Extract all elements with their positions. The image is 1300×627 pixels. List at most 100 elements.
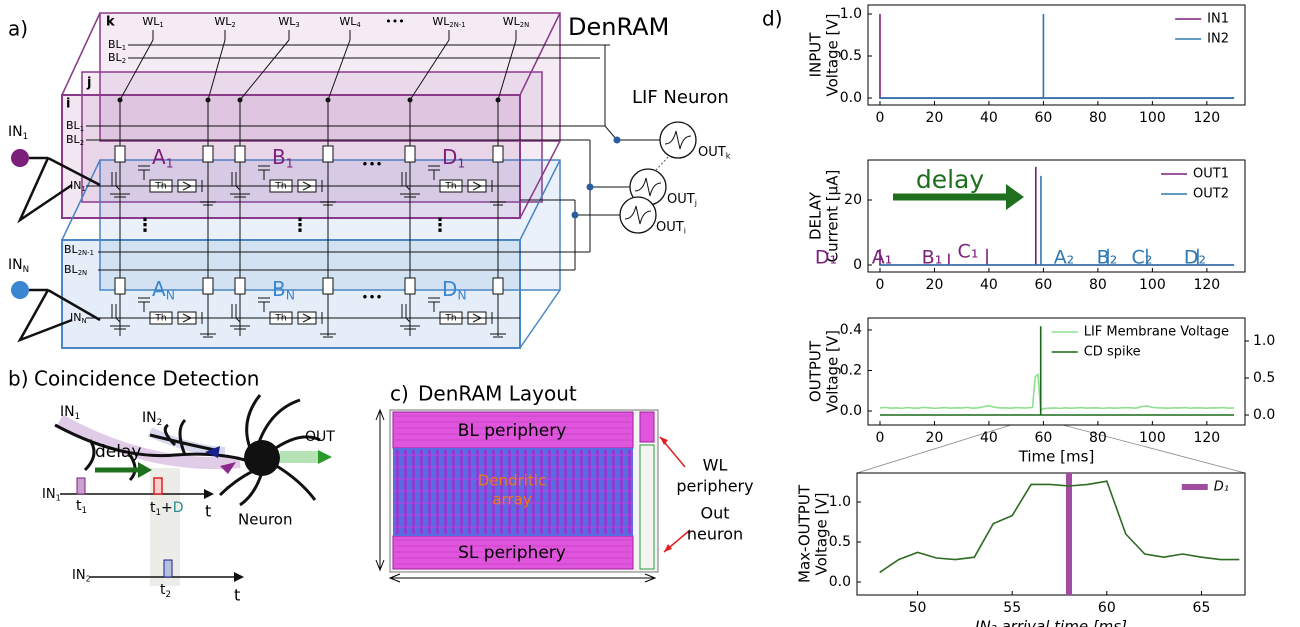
label-main: WL: [432, 15, 450, 28]
shape: [202, 145, 214, 163]
input-label: IN1: [60, 404, 80, 421]
label-sub: N: [457, 287, 466, 302]
shape: [613, 136, 621, 144]
layer-label: k: [106, 15, 115, 30]
bit-line-label: BL1: [108, 38, 126, 52]
x-axis-label: Time [ms]: [1018, 448, 1095, 466]
label-main: IN: [72, 568, 86, 583]
y-axis-label: Voltage [V]: [813, 493, 831, 576]
label-main: WL: [503, 15, 521, 28]
label-main: A: [152, 277, 166, 301]
point-label: D₁: [815, 247, 837, 269]
shape: [230, 162, 250, 198]
shape: [476, 450, 479, 534]
x-tick-label: 60: [1035, 110, 1053, 126]
label-main: OUT: [698, 145, 726, 160]
point-label: C₁: [958, 241, 979, 263]
cell-label: BN: [272, 277, 295, 303]
shape: [484, 450, 487, 534]
label-sub: 2N-1: [449, 21, 465, 29]
shape: [404, 145, 416, 163]
x-tick-label: 20: [926, 110, 944, 126]
x-tick-label: 20: [926, 277, 944, 293]
layer-label: j: [86, 76, 91, 91]
label-main: IN: [60, 404, 75, 420]
shape: [468, 450, 471, 534]
x-tick-label: 100: [1139, 277, 1166, 293]
label-sub: k: [726, 151, 731, 160]
legend-label: IN1: [1207, 12, 1229, 27]
shape: [571, 211, 579, 219]
shape: [492, 145, 504, 163]
axis-label: t: [205, 502, 211, 521]
label-sub: 1: [286, 155, 294, 170]
shape: [634, 177, 662, 197]
shape: [492, 277, 504, 295]
shape: [17, 156, 101, 224]
x-tick-label: 80: [1089, 277, 1107, 293]
input-label: INN: [8, 257, 29, 274]
label-sub: 2: [80, 139, 84, 147]
label-sub: N: [81, 317, 86, 325]
shape: [138, 462, 152, 478]
word-line-label: WL1: [142, 15, 163, 29]
shape: [110, 294, 130, 330]
shape: [586, 183, 594, 191]
shape: [17, 288, 101, 343]
label-sub: 1: [81, 185, 85, 193]
label-sub: 1: [457, 155, 465, 170]
label-sub: 3: [295, 21, 299, 29]
legend-label: CD spike: [1084, 345, 1141, 360]
label-main: WL: [339, 15, 357, 28]
series-line: [879, 175, 1235, 266]
shape: [564, 450, 567, 534]
label-main: WL: [278, 15, 296, 28]
label-sub: 2: [231, 21, 235, 29]
x-tick-label: 60: [1035, 430, 1053, 446]
label-main: B: [272, 277, 286, 301]
series-line: [879, 480, 1240, 574]
point-label: A₁: [872, 247, 893, 269]
shape: [495, 97, 501, 103]
label-main: BL: [66, 133, 81, 146]
label-sub: 2: [166, 589, 172, 599]
plot-frame: [867, 159, 1246, 273]
ellipsis: ⋮: [431, 215, 449, 236]
label-main: IN: [8, 257, 23, 273]
shape: [207, 39, 226, 101]
label-main: BL: [64, 243, 79, 256]
y-axis-label: DELAY: [807, 191, 825, 240]
shape: [138, 297, 150, 312]
panel-title: DenRAM Layout: [418, 382, 577, 406]
ellipsis: •••: [361, 158, 382, 172]
shape: [110, 162, 130, 198]
shape: [153, 477, 163, 495]
x-tick-label: 40: [980, 277, 998, 293]
x-tick-label: 100: [1139, 430, 1166, 446]
x-tick-label: 20: [926, 430, 944, 446]
bit-line-label: BL2N: [64, 263, 87, 277]
y-axis-label: Current [μA]: [824, 170, 842, 263]
shape: [396, 450, 399, 534]
label-main: t: [150, 500, 156, 516]
axis-label: t: [234, 586, 240, 605]
shape: [412, 450, 415, 534]
label-sub: 2N: [520, 21, 529, 29]
series-line: [879, 326, 1235, 416]
label-sub: 4: [356, 21, 360, 29]
label-main: +: [161, 500, 173, 516]
shape: [11, 281, 29, 299]
shape: [258, 165, 270, 180]
layout-drawing: [375, 408, 691, 583]
label-main: BL: [66, 119, 81, 132]
cell-label: D1: [442, 145, 465, 171]
y-axis-label: OUTPUT: [807, 340, 825, 402]
x-tick-label: 100: [1139, 110, 1166, 126]
label-main: WL: [214, 15, 232, 28]
x-axis-label: IN₂ arrival time [ms]: [975, 618, 1127, 627]
label-main: B: [272, 145, 286, 169]
cell-label: B1: [272, 145, 294, 171]
shape: [548, 450, 551, 534]
label-main: BL: [108, 38, 123, 51]
shape: [452, 450, 455, 534]
